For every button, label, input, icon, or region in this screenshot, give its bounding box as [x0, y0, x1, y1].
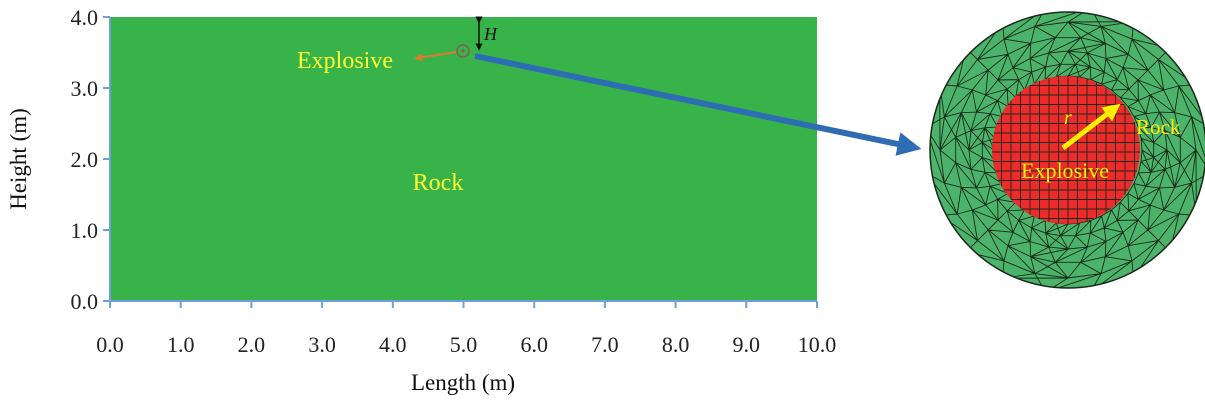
explosive-marker — [456, 44, 470, 58]
x-tick-label: 9.0 — [733, 332, 761, 357]
zoom-explosive-label: Explosive — [1021, 158, 1109, 183]
explosive-pointer — [414, 51, 457, 62]
rock-label: Rock — [413, 170, 464, 196]
explosive-label: Explosive — [297, 48, 393, 74]
explosive-mesh — [992, 76, 1140, 224]
x-tick-label: 3.0 — [308, 332, 336, 357]
x-tick-label: 4.0 — [379, 332, 407, 357]
zoom-rock-label: Rock — [1136, 115, 1181, 139]
x-tick-label: 8.0 — [662, 332, 690, 357]
rock-domain — [110, 17, 817, 301]
y-tick-label: 0.0 — [71, 289, 99, 314]
depth-label: H — [483, 24, 498, 44]
zoom-border — [929, 11, 1205, 289]
x-tick-label: 1.0 — [167, 332, 195, 357]
y-tick-label: 1.0 — [71, 218, 99, 243]
x-axis-title: Length (m) — [411, 370, 515, 395]
y-tick-label: 3.0 — [71, 76, 99, 101]
zoom-arrow — [474, 53, 922, 156]
x-tick-label: 5.0 — [450, 332, 478, 357]
y-axis-title: Height (m) — [6, 108, 31, 210]
explosive-mesh-lines — [992, 76, 1140, 224]
zoom-view: r Explosive Rock — [929, 11, 1205, 289]
y-tick-label: 2.0 — [71, 147, 99, 172]
explosive-marker-core — [461, 49, 465, 53]
radius-arrow — [1061, 103, 1121, 150]
radius-label: r — [1064, 107, 1072, 129]
x-tick-label: 7.0 — [591, 332, 619, 357]
y-ticks: 0.0 1.0 2.0 3.0 4.0 — [71, 5, 110, 314]
zoom-explosive-region — [992, 76, 1140, 224]
x-tick-label: 10.0 — [798, 332, 837, 357]
y-tick-label: 4.0 — [71, 5, 99, 30]
x-tick-label: 6.0 — [520, 332, 548, 357]
x-tick-label: 2.0 — [238, 332, 266, 357]
x-tick-label: 0.0 — [96, 332, 124, 357]
x-ticks: 0.0 1.0 2.0 3.0 4.0 5.0 6.0 7.0 8.0 9.0 10.0 — [96, 301, 836, 357]
